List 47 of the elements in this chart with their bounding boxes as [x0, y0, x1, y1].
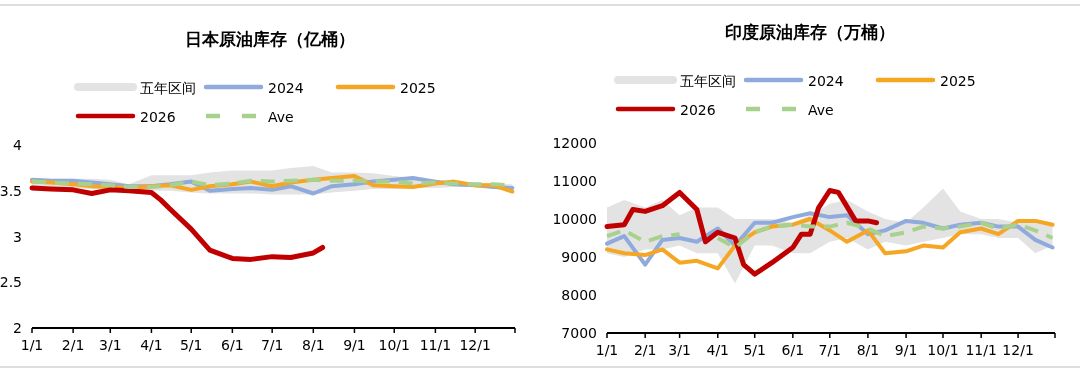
- x-tick-label: 7/1: [260, 337, 284, 353]
- legend-label: 五年区间: [680, 73, 736, 89]
- legend-label: 五年区间: [140, 80, 196, 96]
- x-tick-label: 5/1: [743, 342, 766, 358]
- y-tick-label: 11000: [552, 173, 597, 189]
- x-tick-label: 7/1: [818, 342, 842, 358]
- x-tick-label: 3/1: [99, 337, 122, 353]
- x-tick-label: 9/1: [343, 337, 366, 353]
- x-tick-label: 4/1: [706, 342, 730, 358]
- x-tick-label: 8/1: [856, 342, 880, 358]
- x-tick-label: 4/1: [140, 337, 163, 353]
- x-tick-label: 5/1: [179, 337, 203, 353]
- y-tick-label: 7000: [561, 325, 597, 341]
- x-tick-label: 10/1: [927, 342, 959, 358]
- legend-label: 2024: [268, 80, 304, 96]
- x-tick-label: 6/1: [221, 337, 244, 353]
- x-tick-label: 6/1: [781, 342, 805, 358]
- legend-label: 2025: [400, 80, 436, 96]
- legend-label: 2026: [140, 109, 176, 125]
- y-tick-label: 10000: [552, 211, 597, 227]
- legend-label: 2026: [680, 102, 716, 118]
- x-tick-label: 11/1: [419, 337, 452, 353]
- x-tick-label: 1/1: [595, 342, 619, 358]
- y-tick-label: 3: [13, 228, 22, 245]
- y-tick-label: 9000: [561, 249, 597, 265]
- x-tick-label: 8/1: [302, 337, 325, 353]
- legend-label: Ave: [808, 102, 834, 118]
- x-tick-label: 11/1: [965, 342, 997, 358]
- legend-label: 2025: [940, 73, 976, 89]
- x-tick-label: 2/1: [61, 337, 85, 353]
- legend-label: 2024: [808, 73, 844, 89]
- chart-title: 日本原油库存（亿桶）: [185, 29, 355, 49]
- x-tick-label: 10/1: [378, 337, 410, 353]
- y-tick-label: 3.5: [0, 182, 22, 199]
- x-tick-label: 12/1: [1002, 342, 1034, 358]
- y-tick-label: 4: [13, 137, 23, 153]
- y-tick-label: 8000: [561, 287, 597, 303]
- chart-title: 印度原油库存（万桶）: [725, 22, 895, 42]
- y-tick-label: 12000: [552, 135, 597, 151]
- legend-label: Ave: [268, 109, 294, 125]
- y-tick-label: 2.5: [0, 274, 22, 291]
- y-tick-label: 2: [13, 320, 22, 336]
- x-tick-label: 3/1: [668, 342, 691, 358]
- x-tick-label: 9/1: [894, 342, 918, 358]
- x-tick-label: 1/1: [20, 337, 44, 353]
- x-tick-label: 12/1: [459, 337, 491, 353]
- x-tick-label: 2/1: [633, 342, 657, 358]
